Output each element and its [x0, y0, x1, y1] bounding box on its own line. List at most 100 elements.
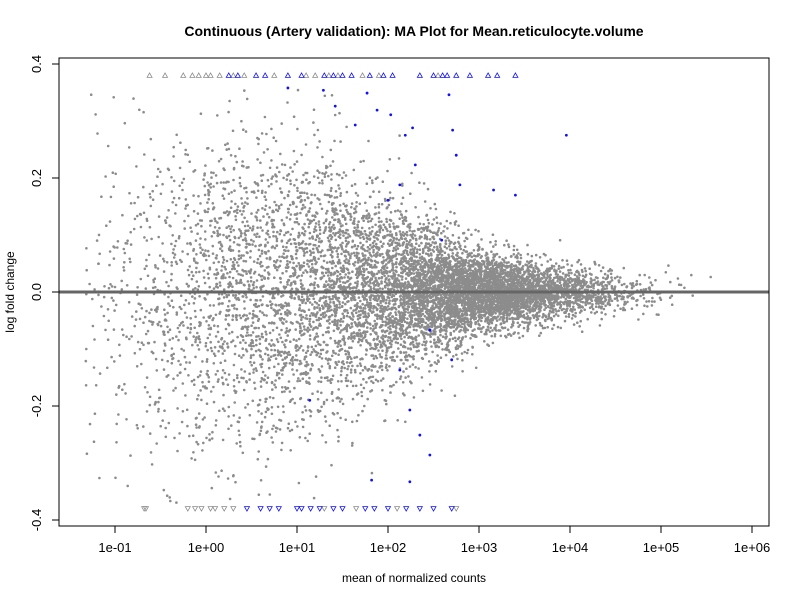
- point: [440, 253, 444, 257]
- point: [332, 329, 336, 333]
- point: [375, 230, 379, 234]
- point: [205, 358, 209, 361]
- point: [212, 362, 216, 365]
- point: [281, 255, 284, 258]
- point: [400, 337, 403, 341]
- point: [242, 165, 245, 168]
- point: [321, 348, 325, 352]
- point: [518, 284, 522, 288]
- point: [208, 304, 212, 307]
- point: [483, 340, 486, 343]
- point: [386, 233, 389, 237]
- point: [97, 233, 101, 237]
- point: [381, 320, 385, 324]
- point: [252, 344, 255, 348]
- point: [327, 222, 331, 226]
- point: [205, 320, 208, 323]
- point: [415, 242, 418, 245]
- point: [148, 311, 151, 315]
- point: [335, 196, 339, 199]
- point: [431, 304, 434, 308]
- point: [410, 259, 413, 263]
- point: [567, 269, 570, 272]
- point: [218, 240, 222, 244]
- point: [573, 277, 577, 281]
- point: [143, 236, 146, 239]
- point: [353, 304, 357, 308]
- point: [238, 314, 241, 317]
- point: [386, 257, 389, 260]
- point: [492, 245, 495, 248]
- point: [357, 310, 361, 313]
- point: [223, 349, 226, 353]
- point: [323, 193, 327, 196]
- point: [384, 357, 388, 360]
- point: [465, 351, 469, 355]
- point: [194, 315, 197, 319]
- point: [255, 279, 259, 282]
- point: [325, 261, 329, 264]
- point: [384, 258, 388, 262]
- point: [322, 340, 326, 344]
- point: [139, 277, 143, 281]
- point: [221, 407, 225, 411]
- point: [278, 255, 281, 259]
- point: [344, 349, 347, 353]
- point: [257, 248, 261, 252]
- point: [234, 218, 238, 222]
- point: [303, 328, 306, 331]
- point: [353, 217, 356, 220]
- point: [404, 351, 408, 354]
- point: [388, 223, 391, 226]
- point: [243, 216, 246, 220]
- point: [365, 381, 368, 384]
- point: [603, 272, 607, 276]
- point: [266, 212, 269, 216]
- point: [91, 324, 95, 328]
- point: [427, 221, 431, 225]
- point: [241, 295, 245, 298]
- point: [203, 416, 206, 419]
- point: [549, 306, 552, 310]
- point: [190, 379, 194, 383]
- point: [263, 415, 267, 419]
- point: [386, 369, 389, 372]
- point: [272, 424, 275, 428]
- point: [252, 368, 255, 371]
- point: [321, 172, 324, 175]
- point: [490, 250, 493, 253]
- point: [202, 316, 205, 319]
- point: [370, 217, 374, 221]
- point: [436, 354, 439, 357]
- point: [286, 334, 290, 337]
- point: [376, 370, 379, 373]
- point: [372, 338, 376, 342]
- point: [255, 235, 258, 238]
- point: [206, 336, 210, 340]
- point: [431, 236, 434, 239]
- point: [271, 225, 274, 229]
- point: [132, 97, 135, 100]
- point: [306, 349, 310, 353]
- point: [590, 311, 593, 314]
- point: [359, 332, 362, 335]
- point: [312, 496, 316, 500]
- point: [84, 384, 88, 387]
- point: [367, 263, 371, 266]
- point: [178, 235, 181, 238]
- point: [294, 245, 298, 249]
- point: [255, 218, 259, 222]
- point: [229, 227, 232, 231]
- point: [368, 176, 372, 179]
- point: [197, 348, 201, 351]
- point: [380, 280, 383, 283]
- point: [213, 217, 217, 220]
- point: [246, 328, 249, 331]
- point: [225, 378, 228, 381]
- point: [170, 278, 173, 282]
- point: [299, 279, 303, 282]
- point: [331, 411, 335, 415]
- point: [203, 193, 207, 197]
- point: [361, 369, 365, 372]
- point: [316, 397, 320, 401]
